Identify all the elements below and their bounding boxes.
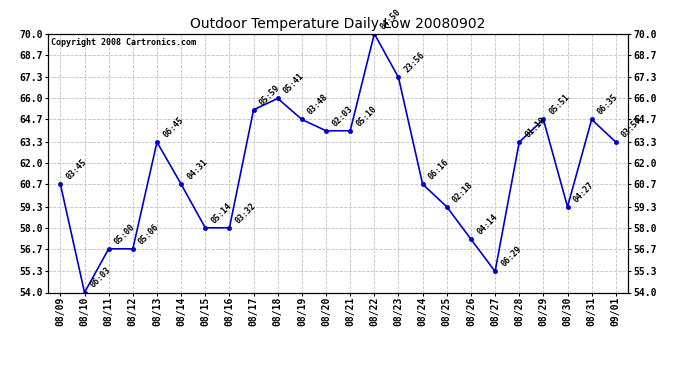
Title: Outdoor Temperature Daily Low 20080902: Outdoor Temperature Daily Low 20080902 [190, 17, 486, 31]
Text: 05:00: 05:00 [113, 222, 137, 246]
Text: 03:45: 03:45 [65, 158, 88, 182]
Text: 06:29: 06:29 [500, 244, 523, 269]
Text: 06:35: 06:35 [596, 93, 620, 117]
Text: 05:51: 05:51 [548, 93, 571, 117]
Text: 23:56: 23:56 [403, 51, 426, 75]
Text: 02:18: 02:18 [451, 180, 475, 204]
Text: 03:57: 03:57 [620, 115, 644, 140]
Text: 04:31: 04:31 [186, 158, 209, 182]
Text: 01:10: 01:10 [524, 115, 547, 140]
Text: 04:50: 04:50 [379, 7, 402, 31]
Text: 03:48: 03:48 [306, 93, 330, 117]
Text: 03:32: 03:32 [234, 201, 257, 225]
Text: 05:14: 05:14 [210, 201, 233, 225]
Text: 05:41: 05:41 [282, 72, 306, 96]
Text: 05:10: 05:10 [355, 104, 378, 128]
Text: 06:16: 06:16 [427, 158, 451, 182]
Text: 04:14: 04:14 [475, 212, 499, 236]
Text: Copyright 2008 Cartronics.com: Copyright 2008 Cartronics.com [51, 38, 196, 46]
Text: 06:03: 06:03 [89, 266, 112, 290]
Text: 02:03: 02:03 [331, 104, 354, 128]
Text: 05:59: 05:59 [258, 83, 282, 107]
Text: 05:06: 05:06 [137, 222, 161, 246]
Text: 04:27: 04:27 [572, 180, 595, 204]
Text: 06:45: 06:45 [161, 115, 185, 140]
